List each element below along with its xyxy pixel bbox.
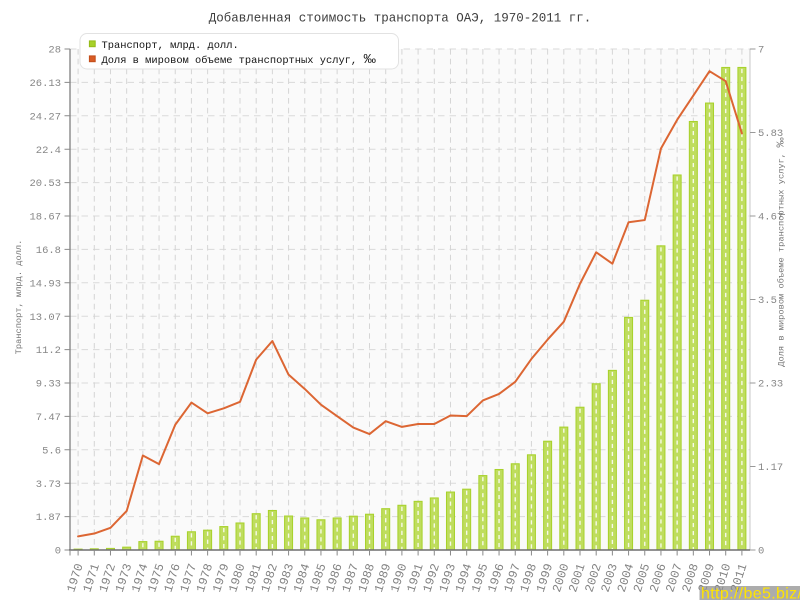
svg-text:14.93: 14.93: [29, 278, 61, 290]
svg-text:22.4: 22.4: [36, 145, 61, 157]
svg-text:1.87: 1.87: [36, 512, 61, 524]
svg-text:0: 0: [55, 546, 61, 558]
svg-text:7: 7: [758, 45, 764, 57]
svg-text:Добавленная стоимость транспор: Добавленная стоимость транспорта ОАЭ, 19…: [209, 12, 592, 26]
svg-text:3.73: 3.73: [36, 479, 61, 491]
svg-text:0: 0: [758, 546, 764, 558]
svg-text:2.33: 2.33: [758, 379, 783, 391]
svg-text:Транспорт, млрд. долл.: Транспорт, млрд. долл.: [14, 240, 24, 355]
svg-text:20.53: 20.53: [29, 178, 61, 190]
svg-text:3.5: 3.5: [758, 295, 777, 307]
svg-text:Доля в мировом объеме транспор: Доля в мировом объеме транспортных услуг…: [102, 52, 377, 67]
svg-text:28: 28: [48, 45, 61, 57]
svg-text:24.27: 24.27: [29, 111, 61, 123]
svg-text:Доля в мировом объеме транспор: Доля в мировом объеме транспортных услуг…: [775, 137, 787, 367]
svg-text:11.2: 11.2: [36, 345, 61, 357]
svg-text:18.67: 18.67: [29, 212, 61, 224]
svg-text:26.13: 26.13: [29, 78, 61, 90]
svg-text:Транспорт, млрд. долл.: Транспорт, млрд. долл.: [102, 40, 239, 52]
svg-text:5.6: 5.6: [42, 445, 61, 457]
svg-text:7.47: 7.47: [36, 412, 61, 424]
svg-text:16.8: 16.8: [36, 245, 61, 257]
svg-text:9.33: 9.33: [36, 379, 61, 391]
svg-text:http://be5.biz/: http://be5.biz/: [701, 586, 800, 601]
svg-text:1.17: 1.17: [758, 462, 783, 474]
svg-text:13.07: 13.07: [29, 312, 61, 324]
